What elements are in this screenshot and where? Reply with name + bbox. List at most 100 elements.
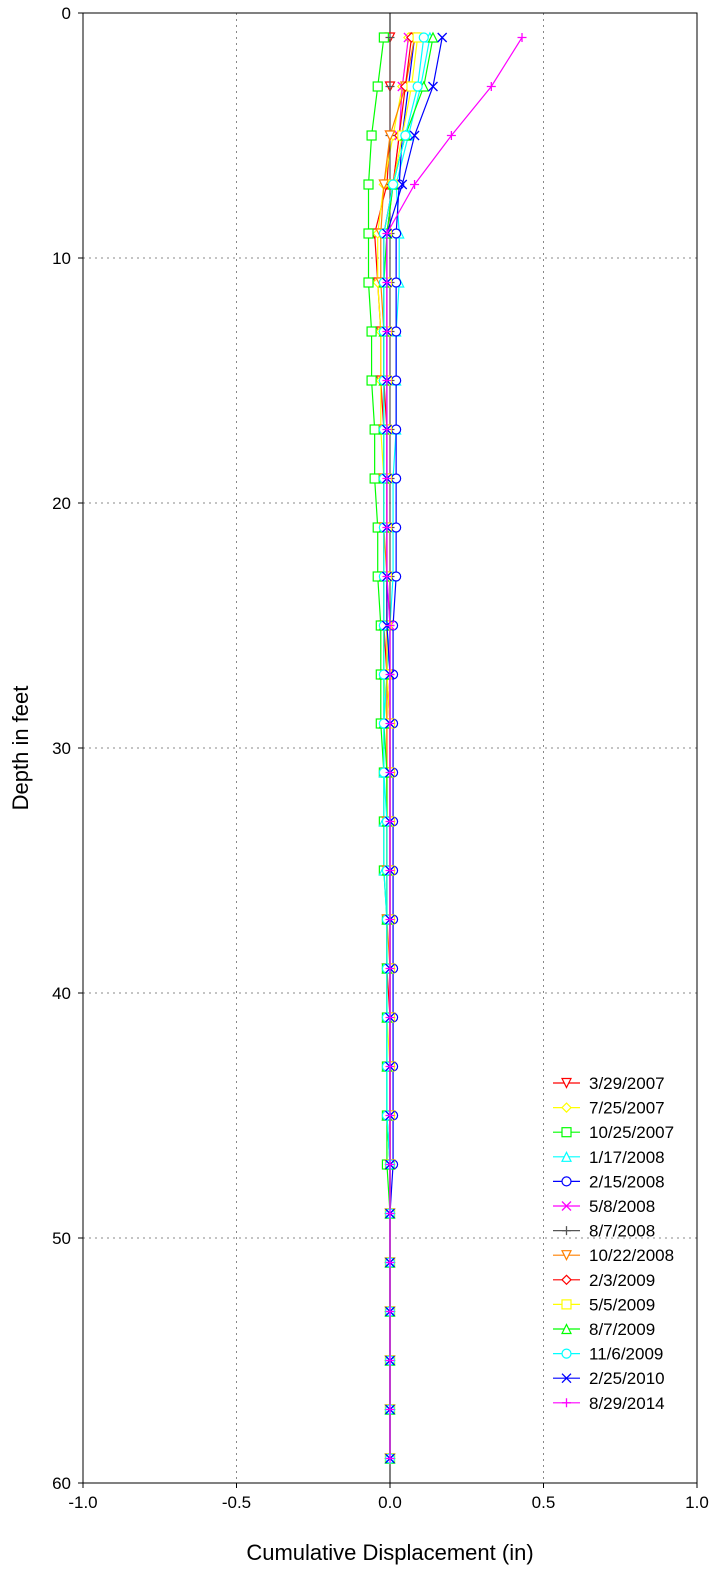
x-tick-label: 0.0 [378,1493,402,1512]
legend-item: 10/25/2007 [553,1123,674,1142]
data-point [385,82,395,91]
data-point [363,179,374,190]
x-tick-label: 0.5 [532,1493,556,1512]
legend-swatch-marker [561,1348,572,1359]
y-tick-label: 60 [52,1474,71,1493]
data-point [385,1258,395,1267]
data-point [428,81,438,92]
legend-item: 8/29/2014 [553,1394,665,1413]
axis-ticks: -1.0 -0.5 0.0 0.5 1.0 0 10 20 30 40 50 60 [52,4,709,1512]
data-point [385,621,395,630]
data-point [409,130,420,141]
legend-label: 5/8/2008 [589,1197,655,1216]
legend-item: 3/29/2007 [553,1074,665,1093]
data-point [517,33,527,42]
data-point [437,32,448,43]
legend-item: 10/22/2008 [553,1246,674,1265]
data-point [382,425,392,434]
legend-swatch-marker [561,1299,572,1310]
legend-swatch-marker [561,1201,572,1211]
data-point [486,82,496,91]
legend-item: 1/17/2008 [553,1148,665,1167]
data-point [385,1062,395,1071]
legend-label: 1/17/2008 [589,1148,665,1167]
y-tick-label: 50 [52,1229,71,1248]
legend-swatch-marker [561,1274,572,1286]
data-point [400,130,411,141]
data-point [378,179,390,191]
legend-swatch-marker [561,1102,572,1113]
data-point [385,964,395,973]
data-point [385,817,395,826]
legend-label: 10/25/2007 [589,1123,674,1142]
data-point [397,179,408,190]
legend-swatch-marker [562,1398,571,1408]
legend-label: 8/7/2009 [589,1320,655,1339]
y-axis-title: Depth in feet [8,686,33,811]
x-tick-label: 1.0 [685,1493,709,1512]
data-point [385,1405,395,1414]
data-point [387,179,399,190]
legend-item: 2/25/2010 [553,1369,665,1388]
data-point [382,572,392,581]
series-lines [363,31,527,1465]
data-point [382,229,392,238]
legend-swatch-marker [561,1323,572,1335]
data-point [418,32,429,43]
legend-label: 2/15/2008 [589,1172,665,1191]
data-point [366,130,377,141]
legend-item: 8/7/2009 [553,1320,655,1339]
data-point [385,1356,395,1365]
data-point [410,180,420,189]
legend: 3/29/2007 7/25/2007 10/25/2007 1/17/2008 2/1… [553,1074,674,1413]
series-8-29-2014 [382,33,527,1463]
legend-label: 10/22/2008 [589,1246,674,1265]
data-point [427,31,439,43]
legend-swatch-marker [561,1373,572,1384]
data-point [384,130,396,142]
data-point [385,670,395,679]
data-point [382,376,392,385]
legend-label: 2/3/2009 [589,1271,655,1290]
legend-label: 7/25/2007 [589,1099,665,1118]
data-point [363,277,374,288]
data-point [385,1013,395,1022]
legend-item: 7/25/2007 [553,1099,665,1118]
data-point [385,1111,395,1120]
data-point [382,474,392,483]
legend-label: 8/29/2014 [589,1394,665,1413]
y-tick-label: 40 [52,984,71,1003]
series-line [386,37,523,1459]
legend-item: 8/7/2008 [553,1222,655,1241]
legend-swatch-marker [561,1176,572,1187]
legend-label: 2/25/2010 [589,1369,665,1388]
data-point [366,375,377,386]
legend-swatch-marker [561,1127,572,1138]
data-point [382,327,392,336]
legend-item: 5/5/2009 [553,1295,655,1314]
legend-label: 11/6/2009 [589,1345,663,1364]
x-tick-label: -0.5 [222,1493,251,1512]
legend-swatch-marker [562,1226,571,1236]
data-point [382,523,392,532]
data-point [446,131,456,140]
data-point [372,81,383,92]
y-tick-label: 30 [52,739,71,758]
legend-label: 5/5/2009 [589,1295,655,1314]
data-point [369,473,380,484]
legend-swatch-marker [561,1077,572,1089]
legend-label: 3/29/2007 [589,1074,665,1093]
y-tick-label: 10 [52,249,71,268]
legend-item: 2/3/2009 [553,1271,655,1290]
data-point [385,33,395,42]
data-point [412,81,423,92]
data-point [385,1160,395,1169]
legend-swatch-marker [561,1250,572,1262]
legend-item: 5/8/2008 [553,1197,655,1216]
data-point [382,278,392,287]
x-axis-title: Cumulative Displacement (in) [246,1540,533,1565]
y-tick-label: 20 [52,494,71,513]
data-point [385,915,395,924]
data-point [385,1209,395,1218]
